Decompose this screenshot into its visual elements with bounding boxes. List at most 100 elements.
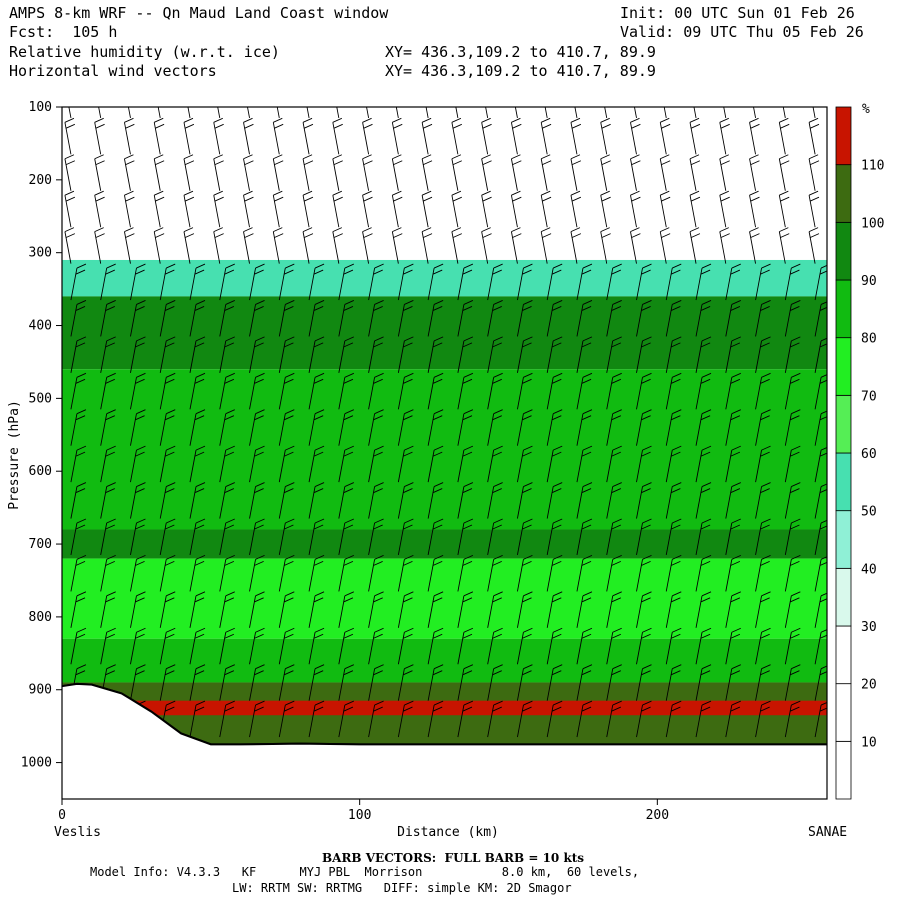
wind-barb [94, 117, 105, 155]
wind-barb [187, 107, 191, 119]
wind-barb [516, 700, 533, 738]
wind-barb [481, 154, 492, 191]
wind-barb [606, 482, 622, 519]
wind-barb [302, 117, 314, 155]
init-time: Init: 00 UTC Sun 01 Feb 26 [620, 4, 855, 22]
wind-barb [755, 518, 771, 556]
wind-barb [814, 301, 827, 337]
wind-barb [814, 556, 827, 592]
wind-barb [481, 227, 492, 264]
wind-barb [368, 591, 384, 628]
wind-barb [308, 627, 325, 665]
wind-barb [70, 518, 87, 556]
model-info-physics: LW: RRTM SW: RRTMG DIFF: simple KM: 2D S… [232, 881, 572, 895]
wind-barb [397, 482, 414, 519]
wind-barb [457, 372, 474, 410]
wind-barb [157, 107, 161, 119]
wind-barb [457, 409, 474, 446]
wind-barb [427, 627, 444, 665]
wind-barb [814, 701, 827, 738]
wind-barb [451, 117, 462, 155]
wind-barb [725, 482, 741, 519]
wind-barb [338, 700, 355, 738]
colorbar-swatch [835, 221, 852, 281]
wind-barb [719, 154, 730, 191]
x-left-station: Veslis [54, 825, 101, 840]
wind-barb [755, 372, 771, 410]
rh-layer-low [62, 638, 827, 683]
wind-barb [332, 117, 343, 155]
wind-barb [189, 263, 206, 301]
wind-barb [719, 117, 730, 155]
wind-barb [784, 336, 801, 373]
wind-barb [576, 482, 593, 519]
wind-barb [723, 107, 727, 119]
wind-barb [338, 482, 355, 519]
wind-barb [665, 409, 682, 446]
wind-barb [70, 554, 87, 592]
wind-barb [510, 117, 522, 155]
wind-barb [808, 227, 820, 264]
wind-barb [302, 227, 314, 264]
wind-barb [600, 117, 611, 155]
wind-barb [784, 300, 801, 337]
wind-barb [64, 117, 76, 155]
wind-barb [665, 482, 682, 519]
wind-barb [427, 409, 444, 446]
wind-barb [427, 336, 444, 373]
wind-barb [397, 664, 414, 701]
wind-barb [278, 482, 295, 519]
wind-barb [100, 336, 116, 373]
wind-barb [243, 227, 254, 264]
wind-barb [183, 227, 195, 264]
wind-barb [159, 664, 176, 701]
wind-barb [249, 518, 265, 556]
wind-barb [278, 372, 295, 410]
wind-barb [814, 447, 827, 483]
wind-barb [100, 627, 116, 665]
wind-barb [636, 409, 652, 446]
wind-barb [451, 154, 462, 191]
wind-barb [362, 117, 373, 155]
wind-barb [213, 190, 224, 228]
wind-barb [338, 336, 355, 373]
wind-barb [302, 190, 314, 228]
wind-barb [338, 664, 355, 701]
wind-barb [368, 482, 384, 519]
wind-barb [278, 336, 295, 373]
wind-barb [665, 445, 682, 483]
wind-barb [219, 627, 235, 665]
wind-barb [368, 300, 384, 337]
wind-barb [427, 300, 444, 337]
wind-barb [455, 107, 459, 119]
wind-barb [725, 627, 741, 665]
wind-barb [153, 117, 165, 155]
wind-barb [516, 263, 533, 301]
wind-barb [308, 263, 325, 301]
wind-barb [219, 263, 235, 301]
x-tick-label: 200 [646, 808, 669, 823]
wind-barb [308, 591, 325, 628]
wind-barb [510, 154, 522, 191]
wind-barb [247, 107, 250, 119]
wind-barb [278, 591, 295, 628]
wind-barb [636, 627, 652, 665]
wind-barb [338, 554, 355, 592]
wind-barb [485, 107, 489, 119]
wind-barb [784, 482, 801, 519]
wind-barb [693, 107, 697, 119]
wind-barb [189, 664, 206, 701]
wind-barb [510, 227, 522, 264]
wind-barb [421, 154, 433, 191]
wind-barb [124, 154, 135, 191]
wind-barb [130, 627, 146, 665]
wind-barb [159, 300, 176, 337]
wind-barb [659, 190, 671, 228]
wind-barb [487, 554, 503, 592]
wind-barb [124, 190, 135, 228]
wind-barb [332, 190, 343, 228]
wind-barb [784, 518, 801, 556]
wind-barb [606, 518, 622, 556]
wind-barb [755, 409, 771, 446]
wind-barb [362, 227, 373, 264]
